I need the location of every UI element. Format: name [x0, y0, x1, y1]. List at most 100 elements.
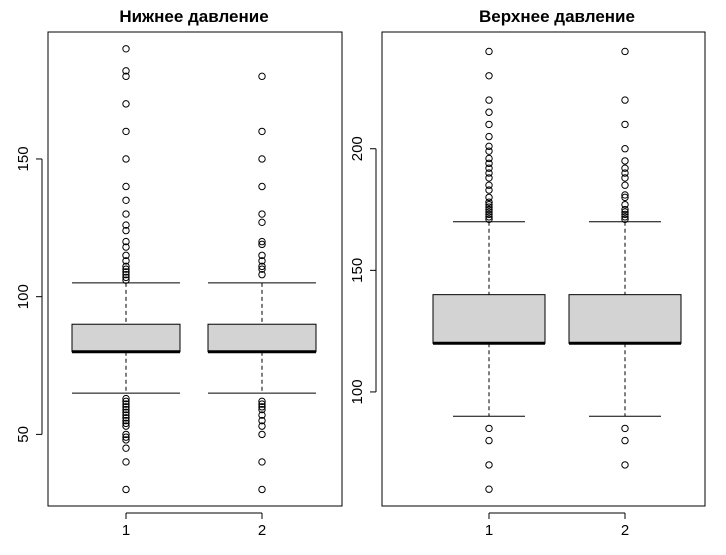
outlier-point	[122, 221, 130, 229]
outlier-point	[122, 270, 130, 279]
outlier-point	[485, 193, 493, 202]
outlier-point	[485, 210, 493, 219]
outlier-point	[621, 205, 629, 214]
outlier-point	[122, 100, 130, 108]
outlier-point	[621, 208, 629, 216]
outlier-point	[485, 208, 493, 216]
outlier-point	[258, 430, 266, 439]
outlier-point	[122, 67, 130, 75]
outlier-point	[621, 96, 629, 104]
y-tick-label: 150	[349, 258, 366, 283]
y-tick-label: 150	[15, 146, 32, 171]
outlier-point	[485, 424, 493, 433]
outlier-point	[621, 174, 629, 182]
iqr-box	[71, 323, 181, 353]
outlier-point	[122, 182, 130, 191]
outlier-point	[122, 436, 130, 444]
outlier-point	[258, 458, 266, 466]
outlier-point	[122, 400, 130, 408]
y-tick-label: 200	[349, 136, 366, 161]
outlier-point	[122, 210, 130, 218]
outlier-point	[485, 169, 493, 177]
outlier-point	[485, 96, 493, 104]
outlier-point	[122, 419, 130, 428]
outlier-point	[258, 397, 266, 406]
outlier-point	[485, 164, 493, 172]
outlier-point	[122, 226, 130, 235]
outlier-point	[621, 193, 629, 202]
outlier-point	[258, 400, 266, 408]
box-group-2	[568, 47, 682, 469]
outlier-point	[122, 127, 130, 136]
box-group-1	[432, 47, 546, 493]
outlier-point	[621, 461, 629, 469]
outlier-point	[485, 120, 493, 129]
outlier-point	[258, 240, 266, 249]
panel-diastolic: Нижнее давление 50 100 150 1 2	[15, 7, 343, 539]
outlier-point	[122, 485, 130, 494]
y-tick-label: 100	[349, 379, 366, 404]
outlier-point	[621, 157, 629, 165]
chart-title: Нижнее давление	[119, 7, 268, 26]
outlier-point	[122, 268, 130, 276]
outlier-point	[485, 186, 493, 194]
outlier-point	[258, 210, 266, 218]
outlier-point	[485, 147, 493, 155]
outlier-point	[485, 200, 493, 209]
outlier-point	[258, 262, 266, 271]
chart-title: Верхнее давление	[479, 7, 635, 26]
outlier-point	[621, 436, 629, 445]
outlier-point	[621, 424, 629, 433]
outlier-point	[485, 47, 493, 56]
outlier-point	[485, 132, 493, 141]
outlier-point	[485, 154, 493, 163]
outlier-point	[258, 127, 266, 136]
outlier-point	[122, 414, 130, 422]
outlier-point	[621, 47, 629, 56]
outlier-point	[258, 155, 266, 163]
outlier-point	[621, 169, 629, 177]
outlier-point	[621, 213, 629, 221]
outlier-point	[122, 422, 130, 430]
outlier-point	[258, 72, 266, 81]
outlier-point	[122, 458, 130, 466]
outlier-point	[485, 159, 493, 168]
x-tick-label: 1	[122, 522, 130, 539]
outlier-point	[122, 433, 130, 441]
outlier-point	[258, 257, 266, 265]
outlier-point	[122, 45, 130, 53]
outlier-point	[485, 461, 493, 469]
outlier-point	[258, 182, 266, 191]
outlier-point	[485, 213, 493, 221]
plot-frame	[381, 31, 706, 507]
outlier-point	[122, 257, 130, 265]
outlier-point	[485, 174, 493, 182]
outlier-point	[485, 72, 493, 80]
outlier-point	[122, 394, 130, 403]
outlier-point	[122, 416, 130, 425]
outlier-point	[621, 200, 629, 209]
outlier-point	[621, 145, 629, 153]
iqr-box	[432, 294, 546, 344]
outlier-point	[122, 403, 130, 411]
x-tick-label: 2	[258, 522, 266, 539]
outlier-point	[122, 411, 130, 419]
outlier-point	[621, 191, 629, 199]
outlier-point	[621, 120, 629, 129]
outlier-point	[122, 262, 130, 271]
outlier-point	[122, 273, 130, 282]
outlier-point	[258, 237, 266, 246]
outlier-point	[122, 72, 130, 81]
outlier-point	[258, 218, 266, 227]
outlier-point	[258, 411, 266, 419]
outlier-point	[621, 181, 629, 189]
x-tick-label: 1	[485, 522, 493, 539]
outlier-point	[621, 164, 629, 172]
outlier-point	[485, 205, 493, 214]
y-tick-label: 50	[15, 426, 32, 443]
outlier-point	[258, 403, 266, 411]
iqr-box	[207, 323, 317, 353]
outlier-point	[122, 405, 130, 414]
outlier-point	[258, 265, 266, 273]
box-group-2	[207, 72, 317, 494]
